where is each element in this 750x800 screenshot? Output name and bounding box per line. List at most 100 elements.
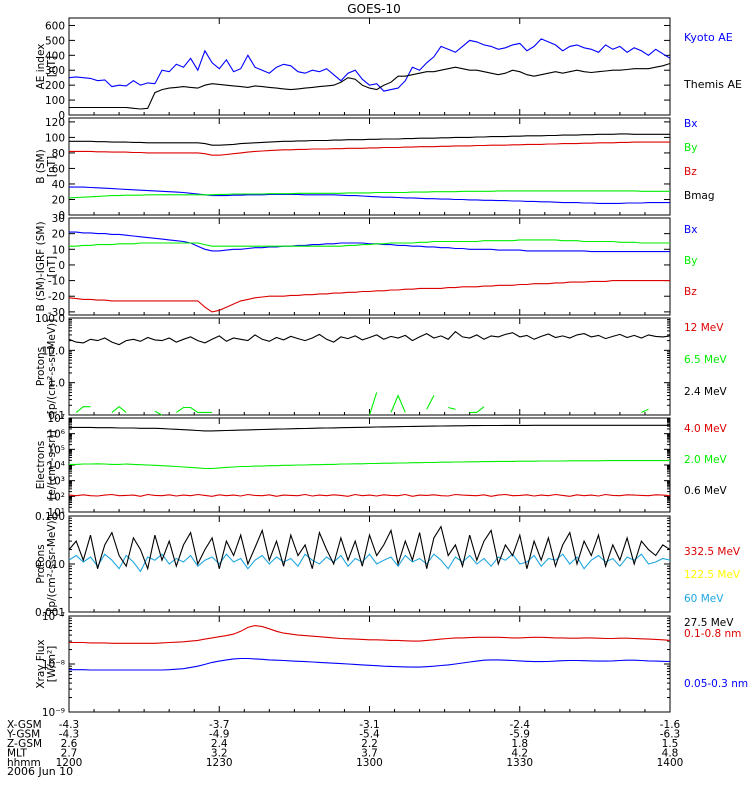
ephemeris-table: X-GSM -4.3 -3.7 -3.1 -2.4 -1.6 Y-GSM -4.3 -4.9 -5… bbox=[6, 719, 683, 769]
electrons-ytick-label: 10⁴ bbox=[47, 460, 65, 472]
ephem-value: -6.3 bbox=[660, 729, 681, 741]
dbsm-legend-label: By bbox=[684, 255, 697, 267]
ae-ytick-label: 200 bbox=[45, 80, 65, 92]
ae-series-line bbox=[69, 62, 671, 110]
xray-ytick-label: 10⁻⁷ bbox=[42, 611, 65, 623]
electrons-ylabel: [e/(cm²-s-sr)] bbox=[46, 430, 58, 499]
dbsm-series-line bbox=[68, 280, 670, 313]
ephem-value: 2.4 bbox=[211, 738, 228, 750]
b-ylabel: [nT] bbox=[46, 156, 58, 177]
ephem-value: 1200 bbox=[56, 757, 83, 769]
ephem-value: -4.9 bbox=[209, 729, 230, 741]
dbsm-ytick-label: 10 bbox=[52, 244, 65, 256]
ae-ytick-label: 400 bbox=[45, 50, 65, 62]
ephem-value: 1330 bbox=[506, 757, 533, 769]
b-series-line bbox=[69, 133, 670, 146]
ae-ylabel: AE index bbox=[35, 44, 47, 90]
b-ytick-label: 20 bbox=[52, 194, 65, 206]
ephem-value: -1.6 bbox=[660, 719, 681, 731]
b-series-line bbox=[69, 186, 670, 204]
hiprotons-legend-label: 27.5 MeV bbox=[684, 617, 734, 629]
protons-ytick-label: 10.0 bbox=[42, 345, 65, 357]
xray-series-line bbox=[69, 657, 671, 671]
dbsm-ytick-label: 20 bbox=[52, 229, 65, 241]
ephem-value: -4.3 bbox=[59, 719, 80, 731]
protons-legend-label: 2.4 MeV bbox=[684, 386, 728, 398]
ephem-value: -4.3 bbox=[59, 729, 80, 741]
electrons-ytick-label: 10⁶ bbox=[47, 429, 65, 441]
hiprotons-legend-label: 60 MeV bbox=[684, 593, 724, 605]
b-ytick-label: 120 bbox=[45, 117, 65, 129]
chart-title: GOES-10 bbox=[347, 2, 401, 16]
protons-legend-label: 12 MeV bbox=[684, 322, 724, 334]
xray-ylabel: [W/m²] bbox=[46, 646, 58, 683]
ephem-value: 2.7 bbox=[61, 748, 78, 760]
b-ytick-label: 40 bbox=[52, 179, 65, 191]
electrons-ytick-label: 10³ bbox=[47, 476, 65, 488]
panel-protons: 0.1 1.0 10.0 100.0 Protons [p/(cm²-s-sr-MeV)]… bbox=[35, 313, 728, 422]
b-legend-label: By bbox=[684, 142, 697, 154]
dbsm-ytick-label: 30 bbox=[52, 213, 65, 225]
ae-ytick-label: 500 bbox=[45, 35, 65, 47]
ephem-value: 2.2 bbox=[361, 738, 378, 750]
dbsm-legend-label: Bz bbox=[684, 286, 697, 298]
ephem-value: -3.7 bbox=[209, 719, 230, 731]
ae-legend-label: Themis AE bbox=[683, 78, 742, 91]
b-series-line bbox=[68, 190, 670, 199]
protons-ylabel: Protons bbox=[35, 347, 47, 386]
hiprotons-ytick-label: 0.100 bbox=[35, 511, 65, 523]
hiprotons-ytick-label: 0.001 bbox=[35, 607, 65, 619]
b-ytick-label: 0 bbox=[58, 210, 65, 222]
b-ylabel: B (SM) bbox=[35, 149, 47, 183]
ephem-value: -3.1 bbox=[359, 719, 380, 731]
protons-ytick-label: 1.0 bbox=[48, 378, 65, 390]
xray-ytick-label: 10⁻⁹ bbox=[42, 707, 65, 719]
ae-ytick-label: 100 bbox=[45, 95, 65, 107]
electrons-legend-label: 0.6 MeV bbox=[684, 485, 728, 497]
ephem-row-label: X-GSM bbox=[7, 719, 42, 731]
hiprotons-ytick-label: 0.010 bbox=[35, 559, 65, 571]
xray-series-line bbox=[69, 625, 671, 644]
ephem-row-label: Y-GSM bbox=[6, 729, 40, 741]
electrons-ytick-label: 10⁷ bbox=[47, 413, 65, 425]
dbsm-series-line bbox=[69, 239, 670, 247]
ephem-row-label: MLT bbox=[7, 748, 27, 760]
b-legend-label: Bx bbox=[684, 118, 697, 130]
panel-b: 0 20 40 60 80 100 120 B (SM) [nT] Bx By Bz Bmag bbox=[35, 117, 715, 222]
protons-ytick-label: 0.1 bbox=[48, 410, 65, 422]
xray-ytick-label: 10⁻⁸ bbox=[42, 659, 65, 671]
b-ytick-label: 100 bbox=[45, 132, 65, 144]
protons-series-line bbox=[75, 392, 649, 416]
dbsm-series-line bbox=[69, 231, 670, 253]
hiprotons-legend-label: 122.5 MeV bbox=[684, 569, 741, 581]
ephem-value: 2.6 bbox=[61, 738, 78, 750]
date-label: 2006 Jun 10 bbox=[7, 765, 73, 778]
electrons-ytick-label: 10² bbox=[47, 491, 65, 503]
electrons-legend-label: 2.0 MeV bbox=[684, 454, 728, 466]
ephem-value: 4.8 bbox=[662, 748, 679, 760]
b-legend-label: Bmag bbox=[684, 190, 715, 202]
hiprotons-frame bbox=[68, 515, 671, 613]
xray-frame bbox=[68, 615, 671, 713]
ephem-value: 3.7 bbox=[361, 748, 378, 760]
ae-series-line bbox=[68, 38, 671, 92]
ephem-value: -5.9 bbox=[510, 729, 531, 741]
protons-ylabel: [p/(cm²-s-sr-MeV)] bbox=[46, 319, 58, 414]
xray-ylabel: Xray Flux bbox=[35, 639, 47, 688]
hiprotons-legend-label: 332.5 MeV bbox=[684, 546, 741, 558]
ephem-value: -5.4 bbox=[359, 729, 380, 741]
protons-series-line bbox=[68, 330, 671, 346]
dbsm-ytick-label: -30 bbox=[48, 307, 65, 319]
protons-frame bbox=[68, 317, 671, 416]
xray-legend-label: 0.05-0.3 nm bbox=[684, 678, 748, 690]
panel-hiprotons: 0.001 0.010 0.100 Protons [p/(cm²-s-sr-MeV)]… bbox=[35, 511, 741, 629]
panel-dbsm: -30 -20 -10 0 10 20 30 B (SM)-IGRF (SM) [nT] Bx By… bbox=[35, 213, 697, 319]
ae-ylabel: [nT] bbox=[46, 56, 58, 77]
xray-legend-label: 0.1-0.8 nm bbox=[684, 628, 741, 640]
b-legend-label: Bz bbox=[684, 166, 697, 178]
hiprotons-series-line bbox=[68, 553, 671, 573]
dbsm-ytick-label: 0 bbox=[58, 260, 65, 272]
ae-legend-label: Kyoto AE bbox=[684, 31, 733, 44]
ephem-value: 1230 bbox=[206, 757, 233, 769]
electrons-series-line bbox=[69, 424, 670, 432]
